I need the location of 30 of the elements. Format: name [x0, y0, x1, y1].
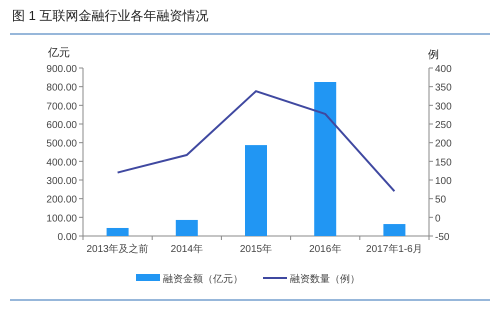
- y2-tick-label: 250: [435, 120, 452, 131]
- legend-label: 融资金额（亿元）: [163, 273, 243, 285]
- y-tick-label: 800.00: [46, 82, 78, 94]
- y2-tick-label: 100: [435, 176, 452, 187]
- y-tick-label: 600.00: [46, 120, 78, 131]
- y-tick-label: 700.00: [46, 101, 78, 112]
- y-tick-label: 0.00: [58, 232, 78, 243]
- title: 图 1 互联网金融行业各年融资情况: [12, 8, 208, 23]
- y2-tick-label: 50: [435, 194, 447, 206]
- y-tick-label: 200.00: [46, 194, 78, 206]
- y2-tick-label: 200: [435, 138, 452, 150]
- y-tick-label: 100.00: [46, 213, 78, 224]
- y2-axis-title: 例: [428, 49, 439, 61]
- x-tick-label: 2016年: [309, 243, 342, 255]
- x-tick-label: 2014年: [170, 243, 203, 255]
- y-tick-label: 300.00: [46, 176, 78, 187]
- x-tick-label: 2015年: [240, 243, 272, 255]
- y2-tick-label: -50: [435, 232, 450, 243]
- y2-tick-label: 150: [435, 157, 452, 168]
- y2-tick-label: 350: [435, 82, 452, 94]
- y2-tick-label: 0: [435, 213, 441, 224]
- x-tick-label: 2013年及之前: [86, 243, 149, 255]
- y2-tick-label: 400: [435, 64, 452, 75]
- y-axis-title: 亿元: [47, 47, 70, 59]
- y-tick-label: 400.00: [46, 157, 78, 168]
- y2-tick-label: 300: [435, 101, 452, 112]
- legend-label: 融资数量（例）: [290, 273, 360, 285]
- y-tick-label: 500.00: [46, 138, 78, 150]
- y-tick-label: 900.00: [46, 64, 78, 75]
- x-tick-label: 2017年1-6月: [366, 243, 423, 255]
